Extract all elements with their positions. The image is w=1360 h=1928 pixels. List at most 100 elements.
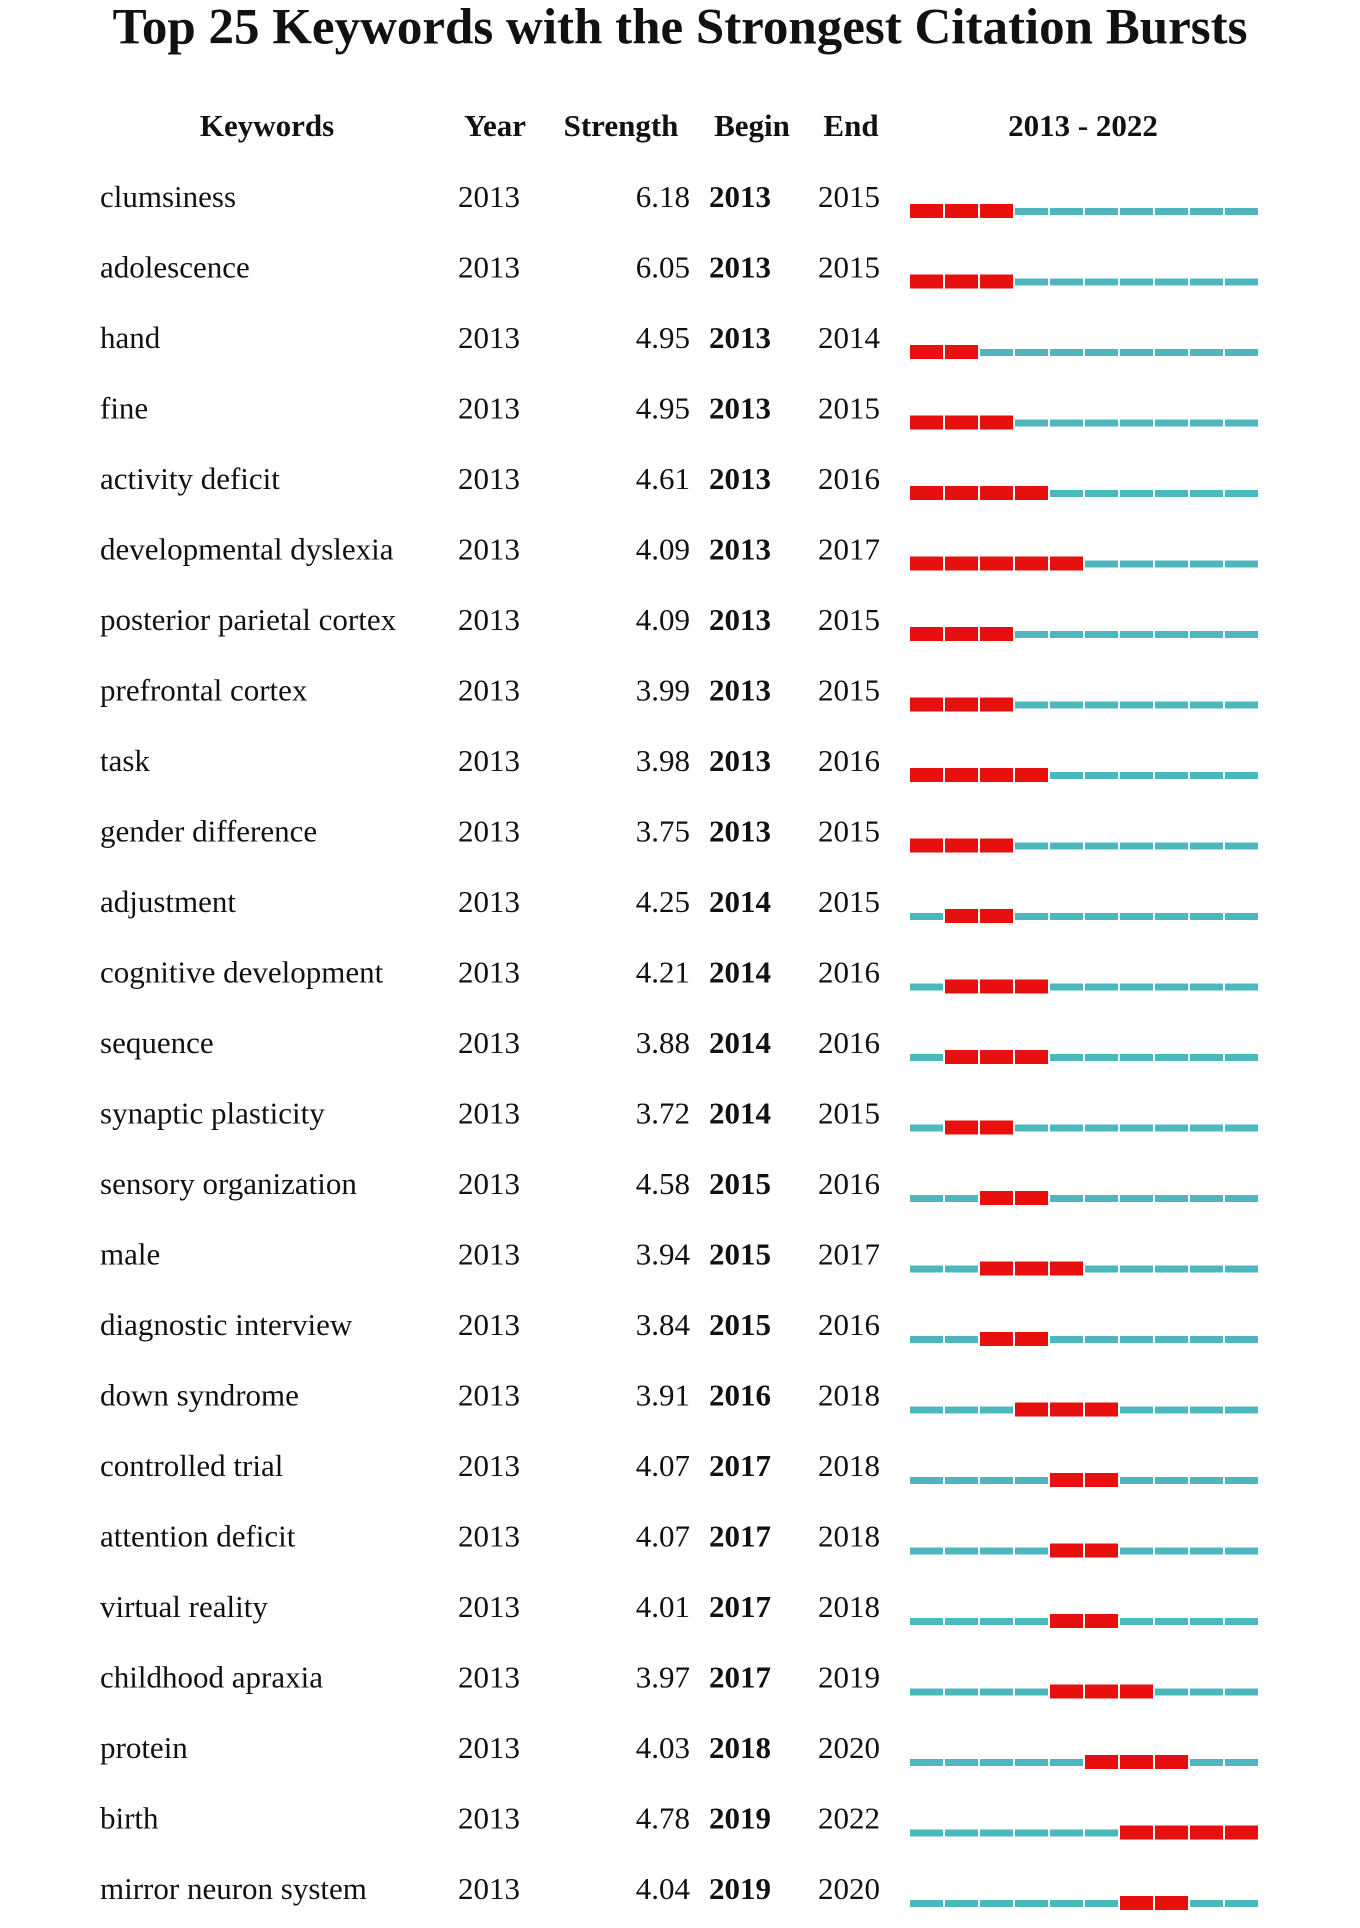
timeline-segment — [1190, 842, 1223, 850]
keyword: adolescence — [100, 250, 250, 285]
begin: 2013 — [709, 320, 771, 355]
timeline-segment — [910, 1477, 943, 1484]
timeline-segment — [1120, 208, 1153, 215]
burst-segment — [910, 556, 943, 571]
end: 2015 — [818, 391, 880, 426]
end: 2016 — [818, 955, 880, 990]
strength: 3.97 — [636, 1660, 690, 1695]
timeline-segment — [1155, 983, 1188, 991]
timeline-segment — [1225, 842, 1258, 850]
timeline-segment — [1085, 278, 1118, 286]
timeline-segment — [1015, 1547, 1048, 1555]
timeline-segment — [1120, 1336, 1153, 1343]
strength: 4.78 — [636, 1801, 690, 1836]
timeline-segment — [980, 1618, 1013, 1625]
begin: 2019 — [709, 1871, 771, 1906]
keyword: posterior parietal cortex — [100, 602, 397, 637]
timeline-segment — [1155, 1688, 1188, 1696]
timeline-segment — [1085, 701, 1118, 709]
timeline-segment — [1120, 1124, 1153, 1132]
burst-segment — [980, 415, 1013, 430]
timeline-segment — [1155, 1618, 1188, 1625]
timeline-segment — [1015, 208, 1048, 215]
timeline-segment — [1050, 208, 1083, 215]
timeline-segment — [1015, 278, 1048, 286]
end: 2016 — [818, 1025, 880, 1060]
burst-segment — [910, 486, 943, 500]
timeline-segment — [1050, 631, 1083, 638]
burst-segment — [980, 1191, 1013, 1205]
timeline-segment — [910, 1618, 943, 1625]
burst-segment — [1155, 1896, 1188, 1910]
timeline-segment — [1050, 701, 1083, 709]
timeline-segment — [1225, 1195, 1258, 1202]
strength: 6.18 — [636, 179, 690, 214]
strength: 3.94 — [636, 1237, 691, 1272]
begin: 2014 — [709, 1096, 771, 1131]
timeline-segment — [1190, 419, 1223, 427]
keyword: synaptic plasticity — [100, 1096, 325, 1131]
timeline-segment — [1190, 208, 1223, 215]
burst-segment — [945, 345, 978, 359]
timeline-segment — [1015, 701, 1048, 709]
timeline-segment — [945, 1406, 978, 1414]
timeline-segment — [1225, 1618, 1258, 1625]
year: 2013 — [458, 250, 520, 285]
end: 2018 — [818, 1589, 880, 1624]
burst-segment — [910, 838, 943, 853]
timeline-segment — [1155, 701, 1188, 709]
year: 2013 — [458, 602, 520, 637]
strength: 4.58 — [636, 1166, 690, 1201]
burst-segment — [1120, 1684, 1153, 1699]
timeline-segment — [910, 1336, 943, 1343]
timeline-segment — [1120, 842, 1153, 850]
strength: 3.99 — [636, 673, 690, 708]
year: 2013 — [458, 179, 520, 214]
year: 2013 — [458, 1730, 520, 1765]
begin: 2013 — [709, 532, 771, 567]
timeline-segment — [1050, 772, 1083, 779]
begin: 2017 — [709, 1589, 771, 1624]
keyword: clumsiness — [100, 179, 236, 214]
timeline-segment — [1190, 1406, 1223, 1414]
burst-segment — [945, 909, 978, 923]
timeline-segment — [1155, 419, 1188, 427]
timeline-segment — [1085, 419, 1118, 427]
timeline-segment — [1225, 1406, 1258, 1414]
burst-segment — [1050, 1614, 1083, 1628]
strength: 4.07 — [636, 1519, 690, 1554]
timeline-segment — [1190, 349, 1223, 356]
burst-segment — [980, 1050, 1013, 1064]
burst-segment — [910, 415, 943, 430]
burst-segment — [980, 697, 1013, 712]
end: 2015 — [818, 884, 880, 919]
keyword: male — [100, 1237, 160, 1272]
timeline-segment — [945, 1195, 978, 1202]
timeline-segment — [1050, 490, 1083, 497]
timeline-segment — [1085, 772, 1118, 779]
begin: 2014 — [709, 955, 771, 990]
timeline-segment — [1155, 490, 1188, 497]
timeline-segment — [1085, 1265, 1118, 1273]
timeline-segment — [1120, 419, 1153, 427]
burst-segment — [980, 838, 1013, 853]
begin: 2013 — [709, 179, 771, 214]
timeline-segment — [1015, 1618, 1048, 1625]
timeline-segment — [1120, 1477, 1153, 1484]
burst-segment — [1085, 1755, 1118, 1769]
end: 2020 — [818, 1871, 880, 1906]
burst-segment — [1015, 1261, 1048, 1276]
year: 2013 — [458, 1166, 520, 1201]
burst-segment — [945, 627, 978, 641]
burst-segment — [1120, 1825, 1153, 1840]
end: 2015 — [818, 250, 880, 285]
burst-segment — [1015, 768, 1048, 782]
timeline-segment — [1120, 1195, 1153, 1202]
begin: 2013 — [709, 250, 771, 285]
begin: 2014 — [709, 1025, 771, 1060]
timeline-segment — [1225, 349, 1258, 356]
year: 2013 — [458, 1096, 520, 1131]
timeline-segment — [910, 1547, 943, 1555]
begin: 2017 — [709, 1519, 771, 1554]
